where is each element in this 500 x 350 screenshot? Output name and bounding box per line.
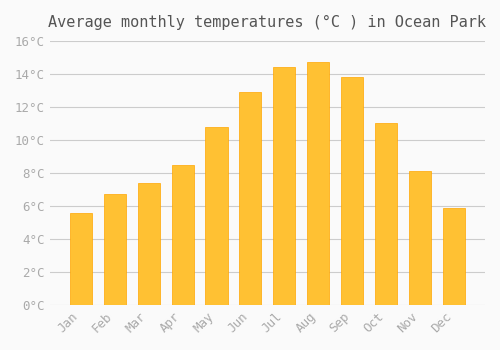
Bar [375, 124, 398, 305]
Bar [342, 77, 363, 305]
Bar [443, 208, 465, 305]
Bar [308, 62, 330, 305]
Title: Average monthly temperatures (°C ) in Ocean Park: Average monthly temperatures (°C ) in Oc… [48, 15, 486, 30]
Bar [240, 92, 262, 305]
Bar [409, 171, 432, 305]
Bar [274, 67, 295, 305]
Bar [206, 127, 228, 305]
Bar [104, 195, 126, 305]
Bar [138, 183, 160, 305]
Bar [70, 212, 92, 305]
Bar [172, 165, 194, 305]
